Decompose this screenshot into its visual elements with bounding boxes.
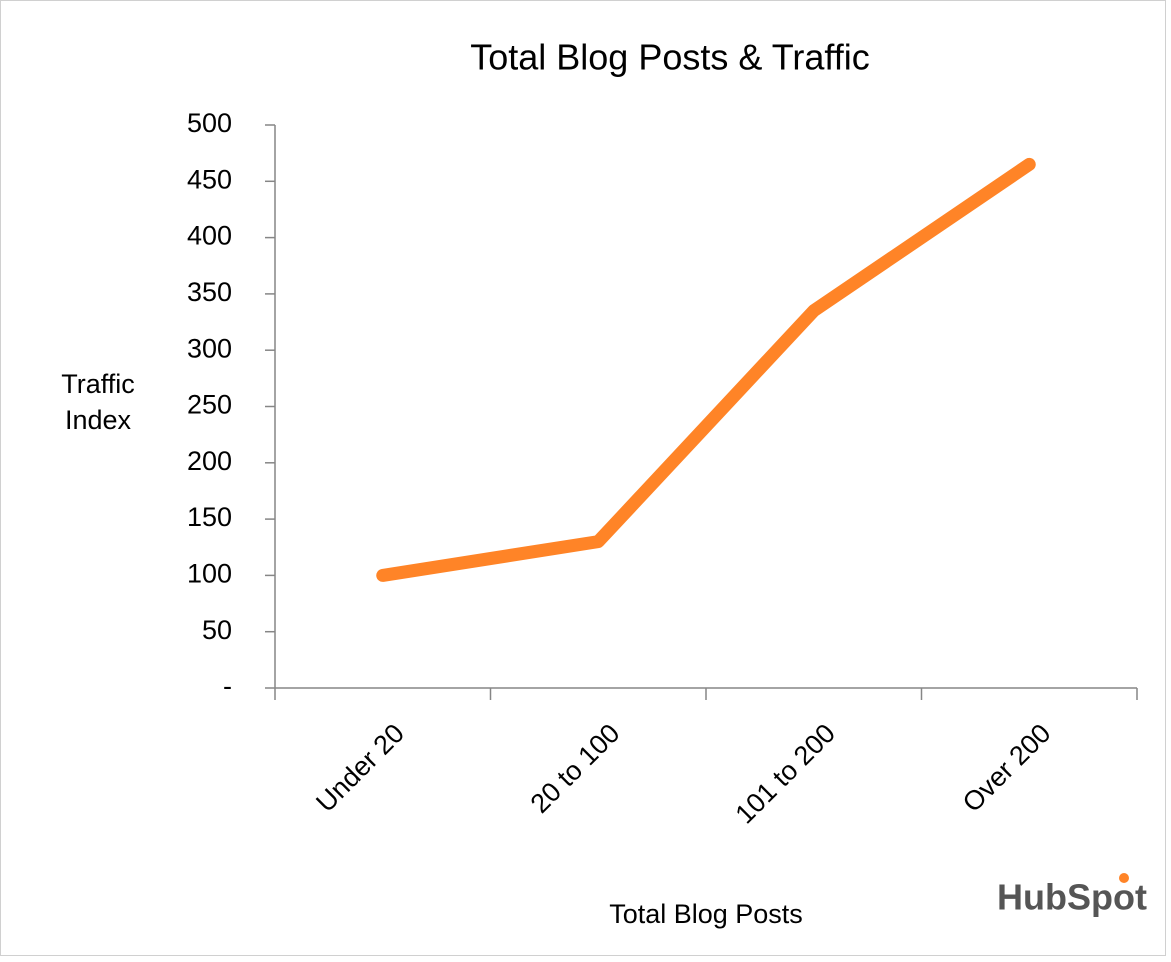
y-tick-label: - — [223, 671, 232, 701]
x-tick-label: Over 200 — [957, 718, 1057, 818]
x-tick-label: Under 20 — [310, 718, 410, 818]
logo: HubSpot — [997, 877, 1147, 918]
y-tick-label: 200 — [187, 446, 232, 476]
x-tick-label: 20 to 100 — [525, 718, 626, 819]
x-axis-label: Total Blog Posts — [609, 899, 803, 929]
y-tick-label: 350 — [187, 277, 232, 307]
y-tick-label: 400 — [187, 221, 232, 251]
logo-dot — [1119, 873, 1129, 883]
y-tick-label: 300 — [187, 333, 232, 363]
x-tick-label: 101 to 200 — [730, 718, 841, 829]
y-axis-label: Traffic Index — [61, 369, 135, 435]
y-tick-label: 100 — [187, 559, 232, 589]
y-tick-label: 250 — [187, 390, 232, 420]
chart-title: Total Blog Posts & Traffic — [470, 37, 870, 78]
y-tick-label: 450 — [187, 164, 232, 194]
y-tick-label: 50 — [202, 615, 232, 645]
y-tick-label: 150 — [187, 502, 232, 532]
y-tick-label: 500 — [187, 108, 232, 138]
line-series — [376, 157, 1036, 582]
